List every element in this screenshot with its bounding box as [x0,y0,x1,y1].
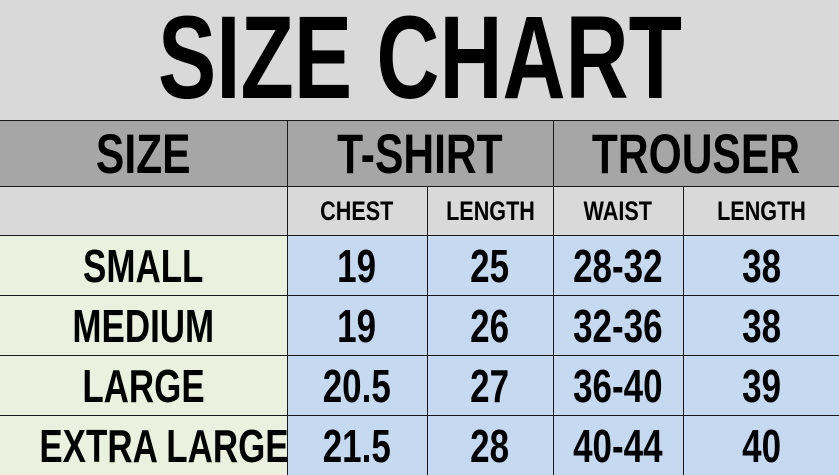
tshirt-length-value: 26 [471,299,510,353]
subheader-row: CHEST LENGTH WAIST LENGTH [0,187,839,236]
subheader-waist: WAIST [553,187,683,236]
tshirt-length-value: 25 [471,239,510,293]
chest-cell: 19 [287,236,427,296]
table-row: EXTRA LARGE 21.5 28 40-44 40 [0,416,839,475]
subheader-empty [0,187,287,236]
chest-cell: 21.5 [287,416,427,475]
trouser-length-value: 38 [742,299,781,353]
size-cell: EXTRA LARGE [0,416,287,475]
title-text: SIZE CHART [158,0,682,117]
size-cell: MEDIUM [0,296,287,356]
chest-value: 21.5 [323,419,391,473]
size-cell: LARGE [0,356,287,416]
chest-value: 19 [338,239,377,293]
header-trouser-label: TROUSER [592,121,800,186]
subheader-chest-label: CHEST [320,196,393,227]
subheader-tshirt-length: LENGTH [427,187,553,236]
tshirt-length-cell: 25 [427,236,553,296]
header-row: SIZE T-SHIRT TROUSER [0,121,839,187]
header-size: SIZE [0,121,287,187]
waist-value: 40-44 [573,419,662,473]
waist-value: 36-40 [573,359,662,413]
subheader-chest: CHEST [287,187,427,236]
page-title: SIZE CHART [0,0,839,120]
tshirt-length-value: 27 [471,359,510,413]
tshirt-length-value: 28 [471,419,510,473]
trouser-length-cell: 40 [683,416,839,475]
size-value: EXTRA LARGE [39,419,287,473]
trouser-length-value: 39 [742,359,781,413]
size-cell: SMALL [0,236,287,296]
waist-value: 28-32 [573,239,662,293]
chest-value: 20.5 [323,359,391,413]
header-tshirt: T-SHIRT [287,121,553,187]
waist-cell: 32-36 [553,296,683,356]
trouser-length-value: 40 [742,419,781,473]
subheader-tshirt-length-label: LENGTH [446,196,535,227]
tshirt-length-cell: 26 [427,296,553,356]
header-trouser: TROUSER [553,121,839,187]
size-value: MEDIUM [72,299,214,353]
subheader-waist-label: WAIST [584,196,652,227]
table-row: MEDIUM 19 26 32-36 38 [0,296,839,356]
subheader-trouser-length: LENGTH [683,187,839,236]
waist-cell: 36-40 [553,356,683,416]
chest-cell: 20.5 [287,356,427,416]
subheader-trouser-length-label: LENGTH [717,196,806,227]
size-value: SMALL [83,239,203,293]
trouser-length-value: 38 [742,239,781,293]
chest-cell: 19 [287,296,427,356]
size-value: LARGE [82,359,204,413]
tshirt-length-cell: 27 [427,356,553,416]
table-row: LARGE 20.5 27 36-40 39 [0,356,839,416]
trouser-length-cell: 38 [683,296,839,356]
tshirt-length-cell: 28 [427,416,553,475]
waist-value: 32-36 [573,299,662,353]
table-row: SMALL 19 25 28-32 38 [0,236,839,296]
header-tshirt-label: T-SHIRT [337,121,503,186]
size-table: SIZE T-SHIRT TROUSER CHEST LENGTH WAIST … [0,120,839,475]
trouser-length-cell: 39 [683,356,839,416]
waist-cell: 40-44 [553,416,683,475]
chest-value: 19 [338,299,377,353]
trouser-length-cell: 38 [683,236,839,296]
header-size-label: SIZE [96,121,191,186]
waist-cell: 28-32 [553,236,683,296]
